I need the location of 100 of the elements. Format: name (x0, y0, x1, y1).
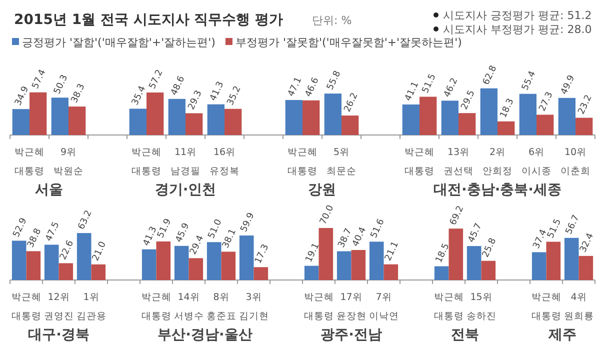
x-tick-label: 12위 권영진 (44, 292, 74, 322)
x-tick-label: 13위 권선택 (444, 147, 474, 177)
x-tick-label: 2위 안희정 (482, 147, 512, 177)
data-label: 27.3 (538, 90, 556, 113)
data-label: 23.2 (576, 94, 594, 116)
bar (146, 92, 164, 135)
data-label: 21.0 (91, 240, 109, 263)
data-label: 40.4 (351, 226, 369, 248)
bar (558, 98, 576, 135)
data-label: 49.9 (560, 74, 578, 96)
bar (12, 109, 30, 135)
bar (254, 267, 268, 280)
data-label: 51.6 (369, 217, 387, 240)
bar (564, 238, 579, 280)
data-label: 19.1 (304, 242, 322, 264)
bar (369, 242, 384, 280)
data-label: 17.3 (254, 243, 272, 266)
bar (68, 106, 86, 135)
x-tick-label: 3위 김기현 (238, 292, 269, 322)
bar (91, 264, 106, 280)
bar (448, 228, 464, 280)
data-label: 35.4 (130, 84, 148, 107)
bar (384, 264, 398, 280)
bar (546, 242, 561, 280)
bar (76, 233, 92, 280)
bar (420, 96, 437, 135)
x-axis-title: 부산·경남·울산 (158, 327, 252, 343)
bar (206, 242, 222, 280)
bar (336, 251, 352, 280)
text: 시도지사 긍정평가 평균: 51.2 (443, 9, 592, 22)
bar (302, 100, 320, 135)
x-tick-label: 6위 이시종 (522, 147, 552, 177)
x-tick-label: 8위 홍준표 (206, 292, 236, 322)
x-axis-title: 강원 (308, 182, 336, 198)
bar (224, 108, 242, 135)
x-tick-label: 9위 박원순 (54, 147, 84, 177)
x-tick-label: 7위 이낙연 (368, 292, 399, 322)
bar (207, 104, 224, 135)
x-axis-title: 서울 (35, 182, 63, 198)
data-label: 48.6 (170, 74, 188, 98)
bar (304, 266, 319, 280)
data-label: 51.5 (420, 72, 438, 96)
x-tick-label: 5위 최문순 (326, 147, 356, 177)
bar (51, 98, 68, 135)
bar (480, 88, 498, 135)
bar (466, 246, 482, 280)
x-tick-label: 박근혜 대통령 (404, 147, 434, 177)
data-label: 55.4 (520, 69, 538, 92)
x-axis-title: 대구·경북 (28, 327, 90, 343)
x-tick-label: 박근혜 대통령 (304, 292, 334, 322)
legend-label: 부정평가 '잘못함'('매우잘못함'+'잘못하는편') (235, 36, 462, 49)
bar (58, 263, 74, 280)
data-label: 55.8 (326, 69, 344, 92)
bar (12, 240, 26, 280)
bar (168, 98, 186, 135)
x-tick-label: 박근혜 대통령 (11, 292, 42, 322)
x-tick-label: 박근혜 대통령 (132, 147, 162, 177)
bar (129, 108, 146, 135)
bar (434, 266, 449, 280)
legend-label: 긍정평가 '잘함'('매우잘함'+'잘하는편') (22, 36, 216, 49)
x-tick-label: 4위 원희룡 (564, 292, 594, 322)
x-tick-label: 박근혜 대통령 (141, 292, 172, 322)
bar (186, 113, 203, 135)
bar (174, 246, 189, 280)
bar (351, 250, 366, 280)
bar (536, 114, 554, 135)
x-tick-label: 박근혜 대통령 (531, 292, 562, 322)
data-label: 57.2 (148, 68, 166, 91)
bar (221, 252, 236, 280)
data-label: 69.2 (448, 204, 466, 227)
x-tick-label: 박근혜 대통령 (288, 147, 318, 177)
bar (285, 100, 302, 135)
x-tick-label: 15위 송하진 (466, 292, 496, 322)
x-tick-label: 박근혜 대통령 (434, 292, 464, 322)
bar (532, 252, 546, 280)
bar (441, 100, 458, 135)
bar (458, 113, 476, 135)
data-label: 29.3 (186, 89, 204, 112)
data-label: 59.9 (239, 211, 257, 234)
data-label: 46.2 (442, 76, 460, 99)
x-tick-label: 16위 유정복 (210, 147, 240, 177)
x-tick-label: 17위 윤장현 (336, 292, 366, 322)
bar (188, 258, 204, 280)
bar (26, 251, 41, 280)
x-tick-label: 박근혜 대통령 (14, 147, 44, 177)
data-label: 26.2 (342, 91, 360, 114)
data-label: 35.2 (226, 84, 244, 108)
data-label: 62.8 (482, 64, 500, 87)
data-label: 29.5 (460, 88, 478, 112)
data-label: 47.1 (286, 76, 304, 98)
bar (402, 104, 420, 135)
x-tick-label: 1위 김관용 (76, 292, 106, 322)
data-label: 21.1 (384, 240, 402, 263)
data-label: 41.1 (404, 80, 422, 103)
data-label: 41.3 (208, 80, 226, 103)
data-label: 18.3 (498, 97, 516, 120)
bar (576, 118, 593, 135)
text: 시도지사 부정평가 평균: 28.0 (443, 23, 592, 36)
x-axis-title: 광주·전남 (320, 327, 382, 343)
data-label: 51.9 (156, 217, 174, 240)
